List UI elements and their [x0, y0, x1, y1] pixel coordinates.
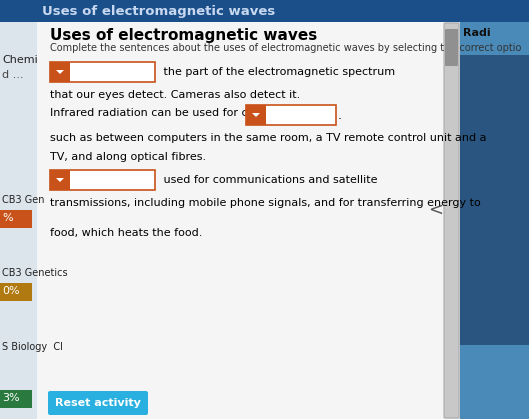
Text: Infrared radiation can be used for communication: Infrared radiation can be used for commu… — [50, 108, 328, 118]
FancyBboxPatch shape — [50, 62, 70, 82]
FancyBboxPatch shape — [50, 170, 155, 190]
Text: transmissions, including mobile phone signals, and for transferring energy to: transmissions, including mobile phone si… — [50, 198, 481, 208]
FancyBboxPatch shape — [0, 283, 32, 301]
Text: <: < — [428, 201, 443, 219]
FancyBboxPatch shape — [444, 23, 459, 418]
FancyBboxPatch shape — [0, 0, 37, 419]
FancyBboxPatch shape — [50, 170, 70, 190]
Text: Uses of electromagnetic waves: Uses of electromagnetic waves — [42, 5, 275, 18]
FancyBboxPatch shape — [0, 210, 32, 228]
FancyBboxPatch shape — [0, 390, 32, 408]
Text: used for communications and satellite: used for communications and satellite — [160, 175, 378, 185]
Text: CB3 Genetics: CB3 Genetics — [2, 268, 68, 278]
Text: food, which heats the food.: food, which heats the food. — [50, 228, 203, 238]
Text: TV, and along optical fibres.: TV, and along optical fibres. — [50, 152, 206, 162]
Text: Radi: Radi — [463, 28, 490, 38]
FancyBboxPatch shape — [246, 105, 336, 125]
Text: d ...: d ... — [2, 70, 23, 80]
Text: Complete the sentences about the uses of electromagnetic waves by selecting the : Complete the sentences about the uses of… — [50, 43, 522, 53]
Polygon shape — [56, 70, 64, 74]
FancyBboxPatch shape — [246, 105, 266, 125]
FancyBboxPatch shape — [48, 391, 148, 415]
Text: Uses of electromagnetic waves: Uses of electromagnetic waves — [50, 28, 317, 43]
Polygon shape — [252, 113, 260, 117]
FancyBboxPatch shape — [460, 55, 529, 345]
FancyBboxPatch shape — [460, 22, 529, 419]
Text: CB3 Gen: CB3 Gen — [2, 195, 44, 205]
Text: that our eyes detect. Cameras also detect it.: that our eyes detect. Cameras also detec… — [50, 90, 300, 100]
FancyBboxPatch shape — [37, 22, 445, 419]
Text: 0%: 0% — [2, 286, 20, 296]
Text: %: % — [2, 213, 13, 223]
Polygon shape — [56, 178, 64, 182]
Text: Chemi: Chemi — [2, 55, 38, 65]
FancyBboxPatch shape — [0, 0, 529, 22]
Text: Reset activity: Reset activity — [55, 398, 141, 408]
Text: 3%: 3% — [2, 393, 20, 403]
Text: such as between computers in the same room, a TV remote control unit and a: such as between computers in the same ro… — [50, 133, 487, 143]
Text: .: . — [338, 109, 342, 122]
Text: S Biology  Cl: S Biology Cl — [2, 342, 63, 352]
Text: the part of the electromagnetic spectrum: the part of the electromagnetic spectrum — [160, 67, 395, 77]
FancyBboxPatch shape — [445, 29, 458, 66]
FancyBboxPatch shape — [50, 62, 155, 82]
